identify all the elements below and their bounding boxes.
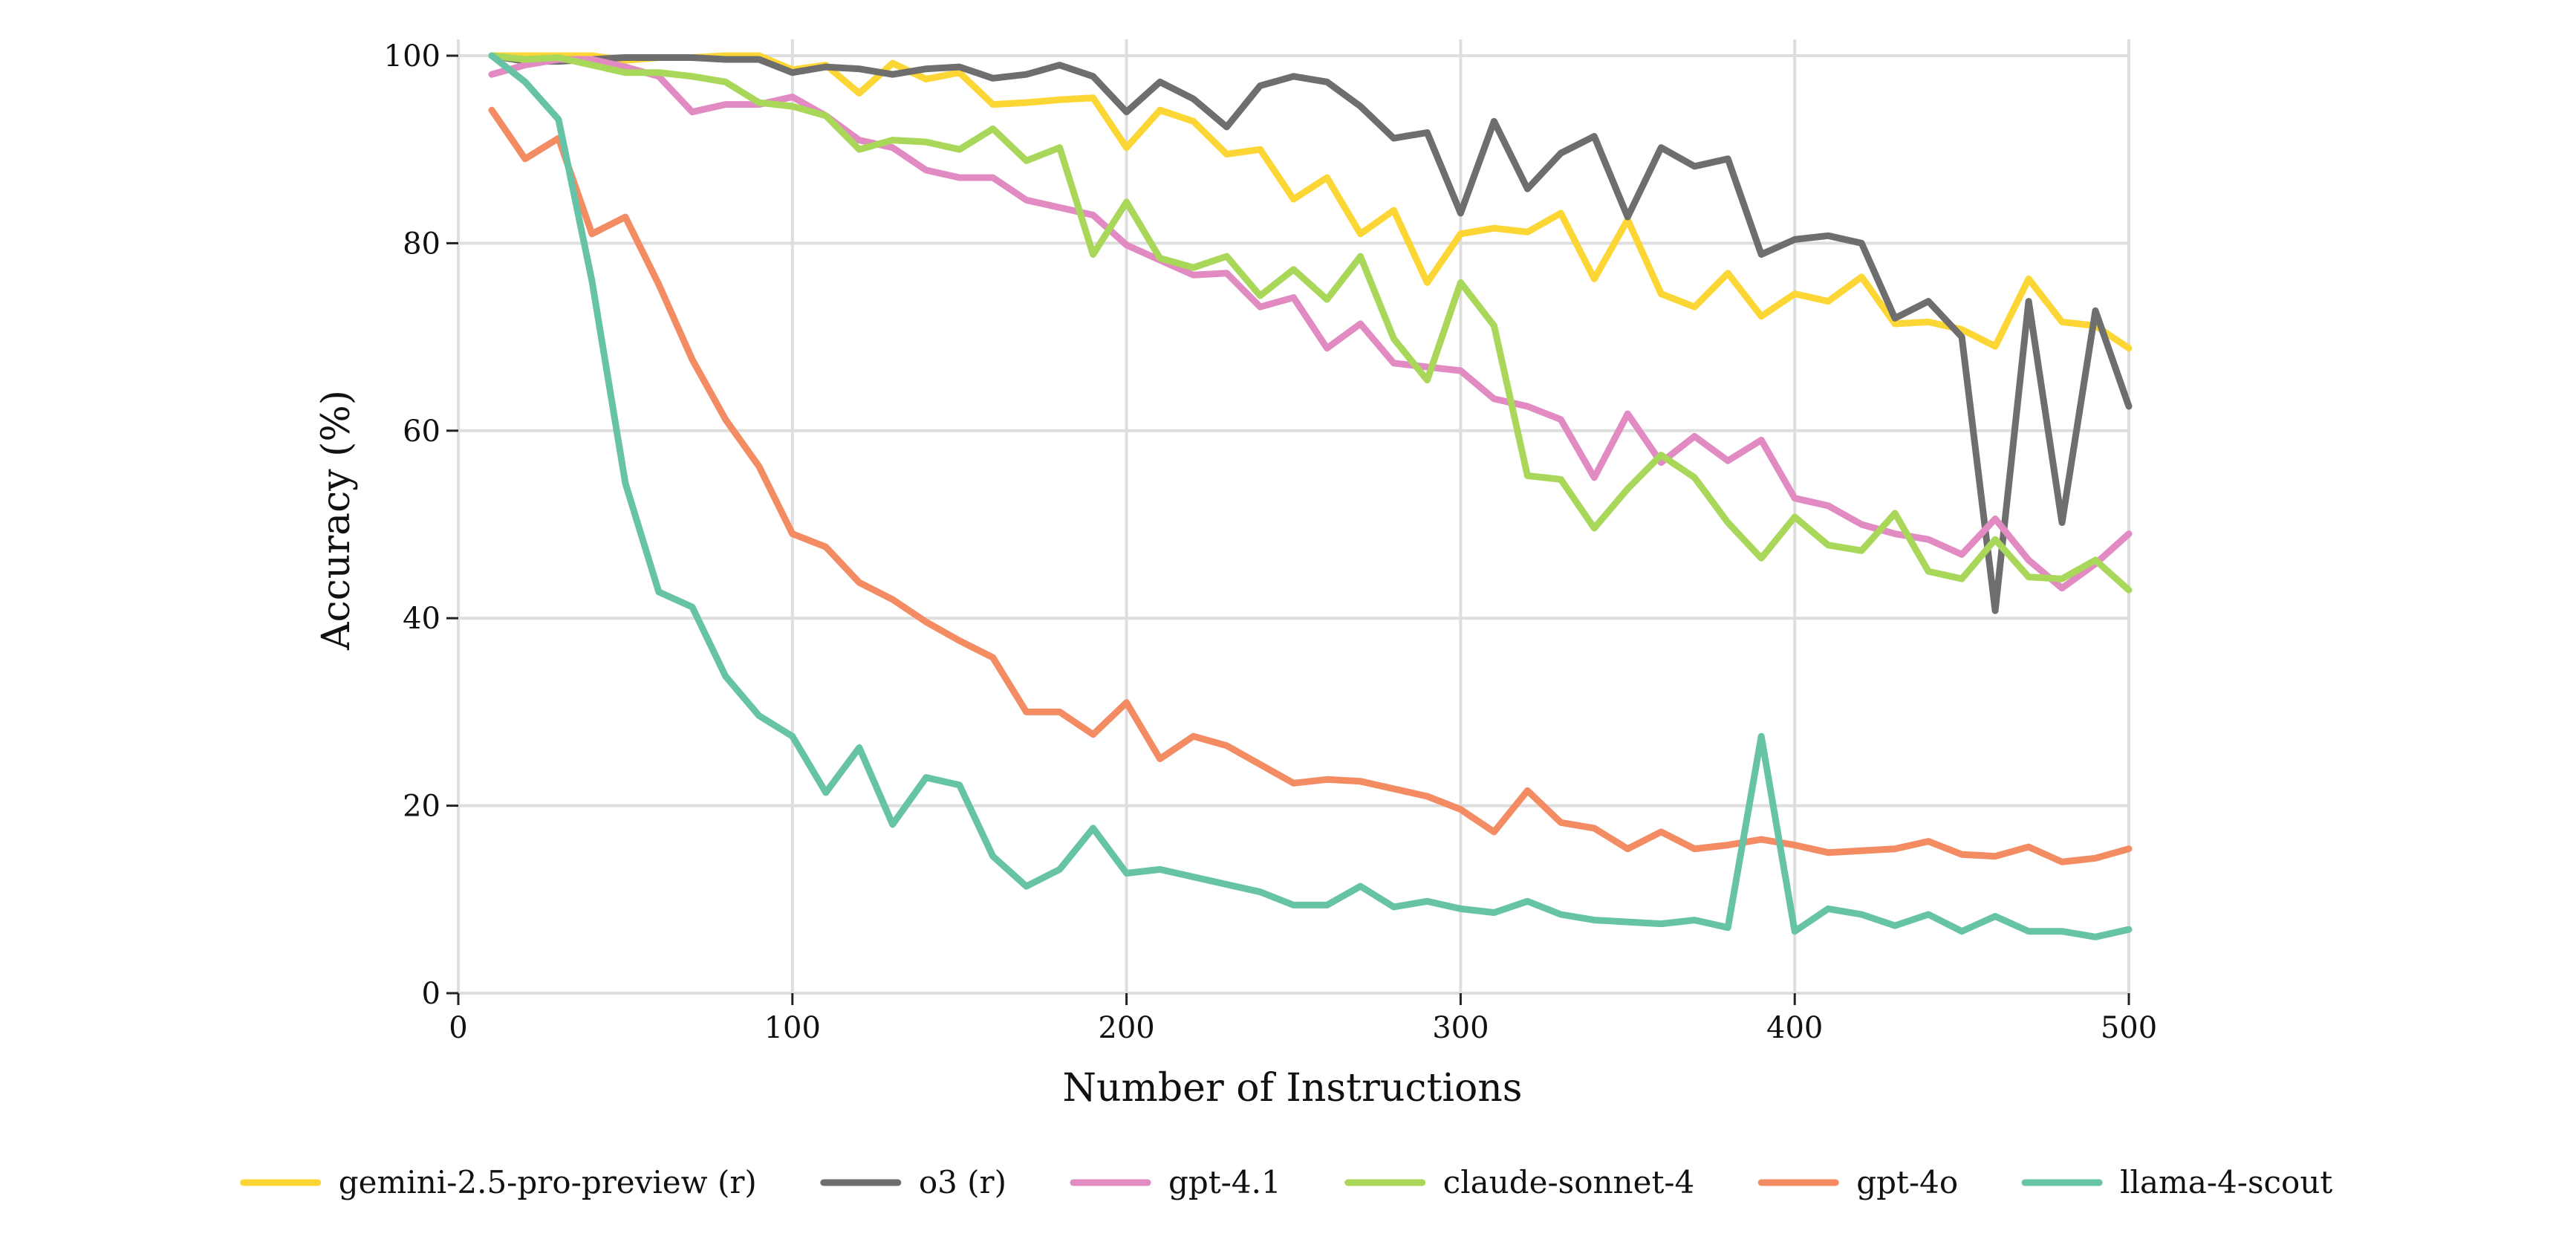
x-tick-label: 0 (449, 1011, 467, 1045)
y-tick-label: 100 (384, 39, 440, 74)
legend-label: gpt-4.1 (1168, 1164, 1281, 1200)
y-tick-label: 0 (422, 977, 440, 1011)
series-line-o3-r (488, 52, 2133, 614)
y-axis-title: Accuracy (%) (314, 390, 359, 651)
series-line-claude-sonnet-4 (488, 52, 2133, 594)
y-tick-label: 60 (403, 415, 440, 449)
legend-label: o3 (r) (919, 1164, 1006, 1200)
y-tick-label: 80 (403, 227, 440, 261)
x-axis-title: Number of Instructions (1063, 1066, 1523, 1111)
legend-item: gpt-4o (1757, 1164, 1958, 1200)
legend-label: gemini-2.5-pro-preview (r) (339, 1164, 757, 1200)
legend-label: gpt-4o (1856, 1164, 1958, 1200)
legend-label: claude-sonnet-4 (1443, 1164, 1695, 1200)
legend-item: o3 (r) (820, 1164, 1006, 1200)
series-line-gemini-2-5-pro-preview-r (488, 52, 2133, 352)
legend: gemini-2.5-pro-preview (r) o3 (r) gpt-4.1 c… (240, 1164, 2332, 1200)
x-tick-label: 200 (1098, 1011, 1154, 1045)
series-lines (488, 52, 2133, 940)
legend-item: gpt-4.1 (1070, 1164, 1281, 1200)
legend-item: llama-4-scout (2021, 1164, 2332, 1200)
x-tick-label: 400 (1766, 1011, 1823, 1045)
x-tick-label: 100 (764, 1011, 821, 1045)
legend-label: llama-4-scout (2120, 1164, 2332, 1200)
series-line-llama-4-scout (488, 52, 2133, 940)
x-tick-label: 300 (1432, 1011, 1489, 1045)
x-tick-label: 500 (2101, 1011, 2157, 1045)
series-line-gpt-4o (488, 106, 2133, 865)
axes: 0 20 40 60 80 100 0 100 200 300 400 500 (384, 39, 2158, 1045)
y-tick-label: 40 (403, 602, 440, 636)
legend-item: claude-sonnet-4 (1344, 1164, 1695, 1200)
y-tick-label: 20 (403, 790, 440, 824)
legend-item: gemini-2.5-pro-preview (r) (240, 1164, 757, 1200)
series-line-gpt-4-1 (488, 56, 2133, 592)
